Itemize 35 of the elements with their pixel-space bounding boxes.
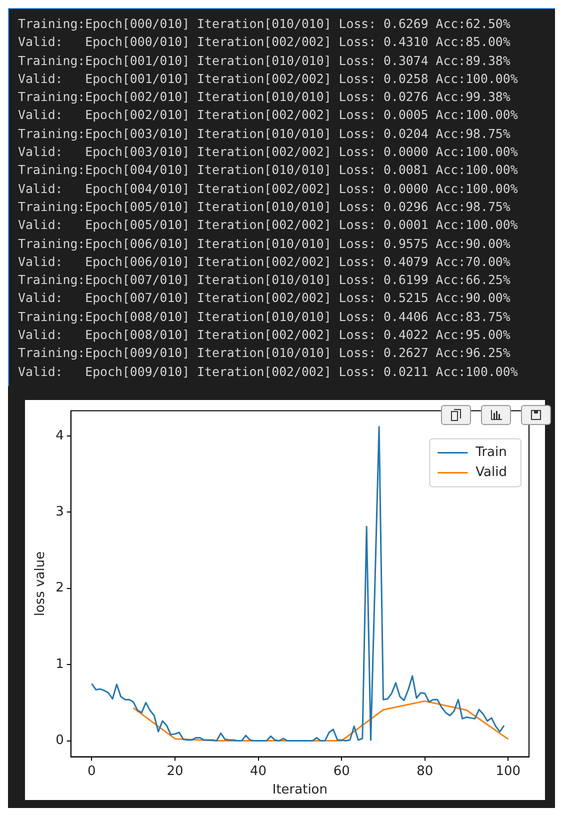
text: Valid: Epoch[005/010] Iteration[002/002] Loss: 0.0001 Acc:100.00% <box>18 216 519 234</box>
text: Training:Epoch[000/010] Iteration[010/010] Loss: 0.6269 Acc:62.50% <box>18 15 512 33</box>
x-tick-label: 20 <box>166 764 184 779</box>
text: Training:Epoch[002/010] Iteration[010/010] Loss: 0.0276 Acc:99.38% <box>18 88 512 106</box>
text: Valid: Epoch[003/010] Iteration[002/002] Loss: 0.0000 Acc:100.00% <box>18 143 519 162</box>
text: Training:Epoch[001/010] Iteration[010/010] Loss: 0.3074 Acc:89.38% <box>18 52 512 70</box>
y-tick-label: 0 <box>56 733 64 748</box>
text: Training:Epoch[005/010] Iteration[010/010] Loss: 0.0296 Acc:98.75% <box>18 198 512 216</box>
x-axis-title: Iteration <box>272 782 328 798</box>
x-tick-label: 0 <box>88 764 96 779</box>
text: Training:Epoch[006/010] Iteration[010/010] Loss: 0.9575 Acc:90.00% <box>18 234 512 253</box>
text: Training:Epoch[003/010] Iteration[010/010] Loss: 0.0204 Acc:98.75% <box>18 124 512 143</box>
text: Valid: Epoch[001/010] Iteration[002/002] Loss: 0.0258 Acc:100.00% <box>18 70 519 88</box>
x-tick-label: 100 <box>496 764 521 779</box>
text: Valid: Epoch[004/010] Iteration[002/002] Loss: 0.0000 Acc:100.00% <box>18 180 519 198</box>
y-tick-label: 4 <box>56 428 64 444</box>
text: Training:Epoch[004/010] Iteration[010/010] Loss: 0.0081 Acc:100.00% <box>18 161 519 180</box>
y-tick-label: 2 <box>56 580 64 596</box>
legend-label: Valid <box>476 465 507 480</box>
text: Valid: Epoch[000/010] Iteration[002/002] Loss: 0.4310 Acc:85.00% <box>18 33 512 52</box>
text: Valid: Epoch[008/010] Iteration[002/002] Loss: 0.4022 Acc:95.00% <box>18 326 512 344</box>
y-tick-label: 1 <box>56 656 64 672</box>
text: Training:Epoch[009/010] Iteration[010/010] Loss: 0.2627 Acc:96.25% <box>18 344 512 362</box>
y-axis-title: loss value <box>33 551 48 616</box>
x-tick-label: 40 <box>250 764 267 779</box>
text: Valid: Epoch[009/010] Iteration[002/002] Loss: 0.0211 Acc:100.00% <box>18 362 519 381</box>
x-tick-label: 80 <box>416 764 434 779</box>
legend-label: Train <box>474 445 507 460</box>
text: Valid: Epoch[006/010] Iteration[002/002] Loss: 0.4079 Acc:70.00% <box>18 252 512 271</box>
text: Training:Epoch[007/010] Iteration[010/010] Loss: 0.6199 Acc:66.25% <box>18 271 512 290</box>
text: Training:Epoch[008/010] Iteration[010/010] Loss: 0.4406 Acc:83.75% <box>18 308 512 326</box>
y-tick-label: 3 <box>56 504 64 520</box>
text: Valid: Epoch[007/010] Iteration[002/002] Loss: 0.5215 Acc:90.00% <box>18 289 512 308</box>
text: Valid: Epoch[002/010] Iteration[002/002] Loss: 0.0005 Acc:100.00% <box>18 106 519 124</box>
x-tick-label: 60 <box>333 764 350 779</box>
